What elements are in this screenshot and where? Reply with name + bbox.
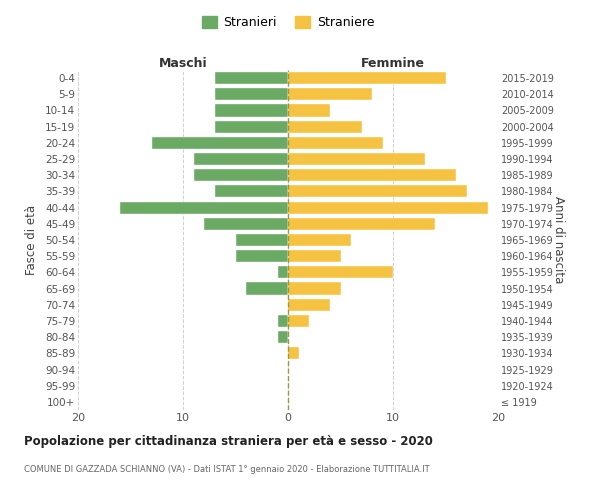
Bar	[288, 250, 341, 262]
Text: Femmine: Femmine	[361, 57, 425, 70]
Bar	[151, 137, 288, 149]
Legend: Stranieri, Straniere: Stranieri, Straniere	[197, 11, 379, 34]
Bar	[288, 153, 425, 165]
Bar	[215, 104, 288, 117]
Bar	[235, 234, 288, 246]
Bar	[120, 202, 288, 213]
Bar	[288, 120, 361, 132]
Bar	[288, 169, 456, 181]
Bar	[288, 315, 309, 327]
Bar	[193, 153, 288, 165]
Bar	[277, 331, 288, 343]
Bar	[215, 186, 288, 198]
Bar	[246, 282, 288, 294]
Text: Popolazione per cittadinanza straniera per età e sesso - 2020: Popolazione per cittadinanza straniera p…	[24, 435, 433, 448]
Bar	[288, 298, 330, 311]
Y-axis label: Anni di nascita: Anni di nascita	[553, 196, 565, 284]
Bar	[277, 315, 288, 327]
Bar	[288, 104, 330, 117]
Bar	[235, 250, 288, 262]
Bar	[288, 72, 445, 84]
Bar	[288, 282, 341, 294]
Bar	[215, 120, 288, 132]
Bar	[204, 218, 288, 230]
Bar	[288, 234, 351, 246]
Text: COMUNE DI GAZZADA SCHIANNO (VA) - Dati ISTAT 1° gennaio 2020 - Elaborazione TUTT: COMUNE DI GAZZADA SCHIANNO (VA) - Dati I…	[24, 465, 430, 474]
Bar	[215, 88, 288, 101]
Bar	[288, 266, 393, 278]
Y-axis label: Fasce di età: Fasce di età	[25, 205, 38, 275]
Bar	[288, 218, 435, 230]
Bar	[277, 266, 288, 278]
Bar	[288, 348, 299, 360]
Bar	[288, 186, 467, 198]
Bar	[288, 88, 372, 101]
Bar	[193, 169, 288, 181]
Bar	[288, 137, 383, 149]
Bar	[215, 72, 288, 84]
Text: Maschi: Maschi	[158, 57, 208, 70]
Bar	[288, 202, 487, 213]
